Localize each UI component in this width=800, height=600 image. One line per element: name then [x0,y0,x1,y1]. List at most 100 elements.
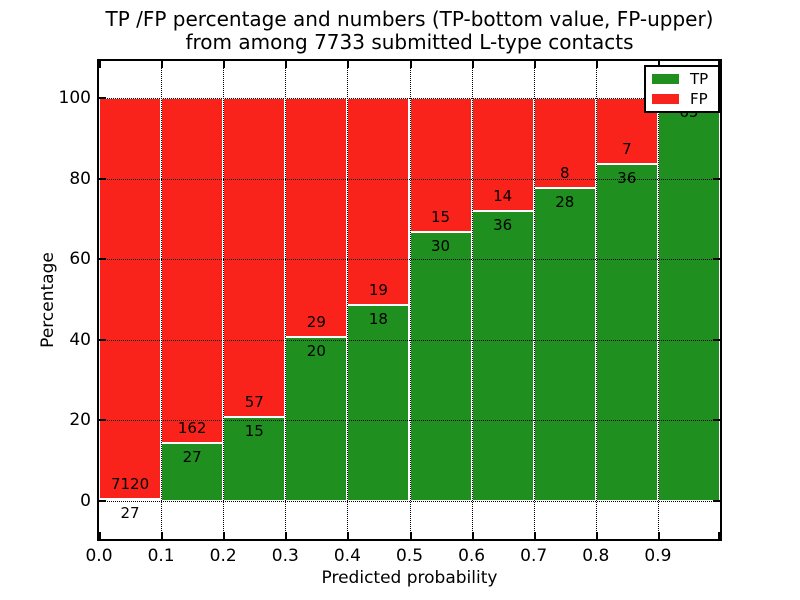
x-tick-label: 0.6 [458,546,486,566]
tp-count-label: 15 [244,422,264,441]
bar-segment-tp [657,98,720,501]
legend-item-tp: TP [652,69,718,89]
y-tick-mark [713,338,720,341]
x-tick-mark [471,61,474,68]
bar-segment-fp [471,98,534,211]
x-tick-label: 0.9 [644,546,672,566]
vertical-gridline [471,61,473,539]
chart-title-line2: from among 7733 submitted L-type contact… [185,30,634,54]
x-tick-label: 0.3 [271,546,299,566]
legend-label-tp: TP [690,70,709,88]
x-tick-mark [657,532,660,539]
fp-count-label: 162 [177,419,207,438]
vertical-gridline [595,61,597,539]
bar-segment-tp [533,187,596,501]
x-tick-mark [347,532,350,539]
fp-count-label: 19 [368,280,388,299]
x-tick-mark [223,61,226,68]
x-tick-label: 0.8 [582,546,610,566]
x-tick-mark [347,61,350,68]
x-tick-mark [99,532,101,539]
bar-segment-tp [161,443,224,501]
x-tick-mark [533,532,536,539]
vertical-gridline [285,61,287,539]
bar-segment-tp [471,210,534,501]
bar-segment-tp [285,336,348,501]
bar-segment-fp [285,98,348,337]
x-tick-mark [657,61,660,68]
y-tick-mark [713,177,720,180]
x-tick-mark [595,532,598,539]
y-tick-mark [99,258,106,261]
y-tick-mark [713,419,720,422]
x-tick-mark [223,532,226,539]
fp-count-label: 7 [622,139,632,158]
x-tick-mark [471,532,474,539]
y-tick-label: 40 [69,329,91,350]
fp-count-label: 7120 [110,475,150,494]
x-tick-mark [409,61,412,68]
x-axis-label: Predicted probability [321,568,498,588]
y-tick-mark [99,500,106,502]
tp-count-label: 30 [431,237,451,256]
x-tick-label: 0.0 [85,546,113,566]
x-tick-mark [285,61,288,68]
tp-count-label: 18 [368,309,388,328]
vertical-gridline [161,61,163,539]
x-tick-mark [161,61,164,68]
vertical-gridline [533,61,535,539]
x-tick-mark [161,532,164,539]
tp-count-label: 27 [120,504,140,523]
x-tick-mark [533,61,536,68]
tp-count-label: 28 [555,192,575,211]
x-tick-mark [409,532,412,539]
x-tick-mark [99,61,101,68]
legend-label-fp: FP [690,90,708,108]
vertical-gridline [223,61,225,539]
y-tick-label: 0 [80,491,91,511]
chart-title-line1: TP /FP percentage and numbers (TP-bottom… [105,7,714,31]
y-tick-label: 20 [69,410,91,431]
bar-segment-fp [347,98,410,305]
bar-segment-fp [161,98,224,444]
bar-segment-fp [99,98,162,500]
x-tick-label: 0.5 [395,546,424,566]
x-tick-mark [285,532,288,539]
x-tick-label: 0.2 [209,546,237,566]
bar-segment-tp [595,163,658,501]
plot-area: 7120271622757152920191815301436828736065 [97,59,722,541]
x-tick-label: 0.7 [520,546,548,566]
y-tick-mark [713,258,720,261]
vertical-gridline [409,61,411,539]
tp-count-label: 36 [493,215,513,234]
vertical-gridline [347,61,349,539]
y-tick-label: 60 [69,249,91,270]
bar-segment-fp [223,98,286,418]
x-tick-mark [718,532,720,539]
y-tick-mark [99,419,106,422]
legend: TP FP [644,65,720,113]
x-tick-mark [595,61,598,68]
x-tick-mark [718,61,720,68]
bar-segment-tp [409,232,472,501]
tp-count-label: 20 [306,341,326,360]
y-tick-label: 80 [69,168,91,189]
y-tick-mark [99,97,106,99]
fp-count-label: 29 [306,312,326,331]
fp-count-label: 8 [559,163,570,182]
y-tick-mark [99,177,106,180]
y-tick-mark [99,338,106,341]
x-tick-label: 0.1 [147,546,175,566]
bar-segment-tp [347,304,410,501]
chart-title: TP /FP percentage and numbers (TP-bottom… [99,8,720,54]
tp-count-label: 27 [182,448,202,467]
y-tick-mark [713,500,720,502]
fp-count-label: 15 [431,208,451,227]
fp-count-label: 14 [493,186,513,205]
legend-item-fp: FP [652,89,718,109]
tp-color-swatch [652,74,679,84]
tp-count-label: 36 [617,168,637,187]
x-tick-label: 0.4 [333,546,361,566]
y-tick-label: 100 [58,88,91,108]
